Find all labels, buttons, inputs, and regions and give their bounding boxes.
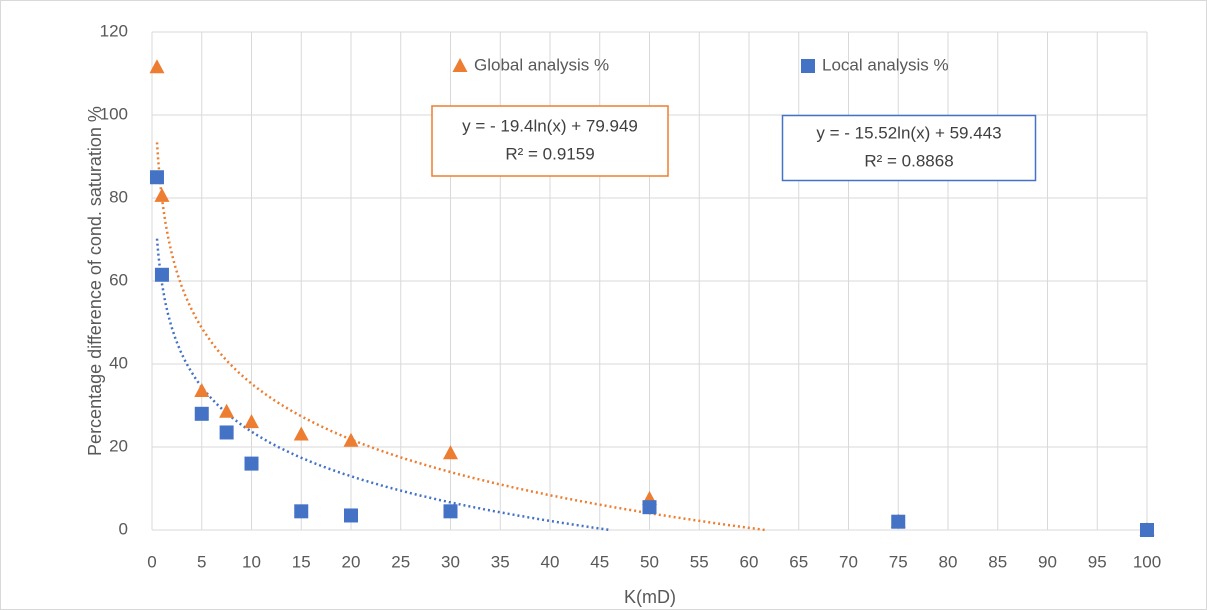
equation-box [431,105,669,177]
y-axis-title: Percentage difference of cond. saturatio… [85,106,105,456]
x-tick-label: 75 [889,552,908,571]
legend-label: Local analysis % [822,55,949,74]
y-tick-label: 0 [119,519,128,538]
data-point [1140,523,1154,537]
data-point [219,425,234,440]
x-tick-label: 100 [1133,552,1161,571]
trendline-r2: R² = 0.8868 [864,151,953,170]
x-tick-label: 45 [590,552,609,571]
data-point [154,187,170,202]
data-point [443,445,458,460]
data-point [293,426,309,441]
data-point [149,59,165,74]
x-tick-label: 55 [690,552,709,571]
x-tick-label: 25 [391,552,410,571]
legend-marker [801,59,815,73]
x-tick-label: 0 [147,552,156,571]
data-point [443,504,458,519]
x-tick-label: 95 [1088,552,1107,571]
legend-label: Global analysis % [474,55,609,74]
x-tick-label: 85 [988,552,1007,571]
data-point [244,456,259,471]
y-tick-label: 80 [109,187,128,206]
y-tick-label: 60 [109,270,128,289]
x-tick-label: 60 [740,552,759,571]
data-point [344,508,358,523]
x-tick-label: 40 [541,552,560,571]
x-tick-label: 20 [342,552,361,571]
x-axis-title: K(mD) [624,587,676,607]
y-tick-label: 40 [109,353,128,372]
x-tick-label: 65 [789,552,808,571]
y-tick-label: 100 [100,104,128,123]
data-point [219,403,235,418]
y-tick-label: 120 [100,21,128,40]
data-point [294,504,309,519]
data-point [244,414,259,429]
x-tick-label: 5 [197,552,206,571]
x-tick-label: 35 [491,552,510,571]
x-tick-label: 90 [1038,552,1057,571]
data-point [343,432,359,447]
trendline-equation: y = - 19.4ln(x) + 79.949 [462,116,638,135]
data-point [194,406,209,421]
data-point [194,382,210,397]
x-tick-label: 30 [441,552,460,571]
trendline-equation: y = - 15.52ln(x) + 59.443 [816,123,1001,142]
y-tick-label: 20 [109,436,128,455]
trendline [155,238,611,532]
data-point [642,500,657,515]
x-tick-label: 10 [242,552,261,571]
equation-box [781,114,1037,182]
data-point [154,267,169,282]
x-tick-label: 50 [640,552,659,571]
x-tick-label: 15 [292,552,311,571]
data-point [891,514,906,529]
data-point [149,170,164,185]
trendline-r2: R² = 0.9159 [505,144,594,163]
trendline [155,142,765,532]
x-tick-label: 80 [939,552,958,571]
legend-marker [452,58,468,72]
x-tick-label: 70 [839,552,858,571]
